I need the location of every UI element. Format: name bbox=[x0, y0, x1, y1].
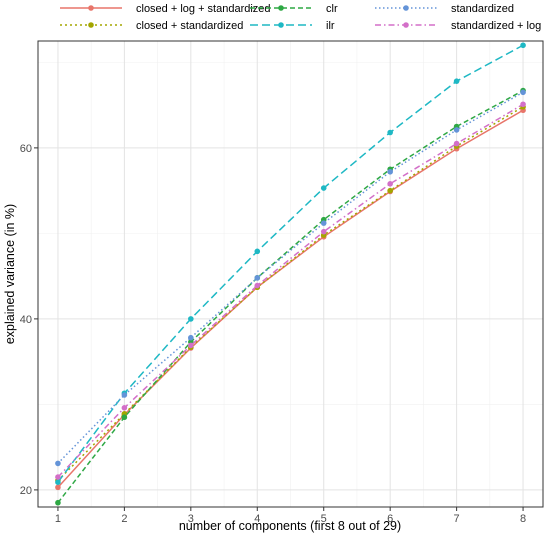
data-point bbox=[254, 282, 261, 289]
legend-label: closed + standardized bbox=[136, 20, 243, 32]
y-tick-label: 40 bbox=[20, 314, 32, 326]
data-point bbox=[387, 187, 393, 194]
legend-item: ilr bbox=[250, 20, 335, 32]
x-tick-label: 3 bbox=[188, 513, 194, 525]
series-4 bbox=[55, 89, 526, 467]
y-tick-label: 20 bbox=[20, 485, 32, 497]
data-point bbox=[387, 129, 393, 136]
data-point bbox=[453, 78, 460, 84]
legend-item: clr bbox=[250, 3, 338, 15]
plot-border bbox=[37, 40, 544, 508]
data-point bbox=[453, 140, 460, 147]
legend-label: standardized bbox=[451, 3, 514, 15]
data-point bbox=[520, 89, 526, 96]
x-tick-label: 4 bbox=[254, 513, 260, 525]
data-point bbox=[320, 228, 327, 235]
legend-key-point bbox=[403, 22, 409, 28]
data-point bbox=[55, 499, 61, 506]
data-point bbox=[520, 101, 526, 108]
data-point bbox=[254, 248, 261, 255]
x-tick-label: 6 bbox=[387, 513, 393, 525]
series-line bbox=[57, 103, 524, 478]
data-point bbox=[121, 414, 128, 421]
legend: closed + log + standardized clr standardiz… bbox=[60, 3, 541, 32]
data-point bbox=[188, 316, 194, 322]
series-line bbox=[57, 44, 524, 483]
x-axis: 1 2 3 4 5 6 7 8 bbox=[55, 507, 526, 525]
legend-label: closed + log + standardized bbox=[136, 3, 271, 15]
data-point bbox=[188, 342, 194, 349]
data-point bbox=[320, 220, 327, 226]
data-point bbox=[121, 405, 128, 411]
data-point bbox=[188, 334, 194, 341]
data-point bbox=[121, 392, 128, 398]
series-layer bbox=[55, 42, 526, 506]
x-tick-label: 8 bbox=[520, 513, 526, 525]
series-line bbox=[57, 109, 524, 488]
legend-key-point bbox=[88, 22, 94, 28]
legend-key-point bbox=[88, 5, 94, 11]
series-5 bbox=[55, 101, 526, 480]
series-line bbox=[57, 91, 524, 464]
y-tick-label: 60 bbox=[20, 143, 32, 155]
y-axis: 20 40 60 bbox=[20, 143, 38, 497]
legend-key-point bbox=[403, 5, 409, 11]
x-tick-label: 1 bbox=[55, 513, 61, 525]
data-point bbox=[387, 180, 393, 187]
series-line bbox=[57, 89, 524, 504]
data-point bbox=[254, 275, 261, 281]
legend-item: closed + standardized bbox=[60, 20, 243, 32]
x-tick-label: 5 bbox=[321, 513, 327, 525]
legend-label: standardized + log bbox=[451, 20, 541, 32]
legend-key-point bbox=[278, 5, 284, 11]
legend-key-point bbox=[278, 22, 284, 28]
legend-item: closed + log + standardized bbox=[60, 3, 271, 15]
data-point bbox=[387, 169, 393, 175]
data-point bbox=[453, 127, 460, 133]
y-axis-title: explained variance (in %) bbox=[3, 204, 17, 344]
legend-label: ilr bbox=[326, 20, 335, 32]
data-point bbox=[55, 474, 61, 480]
data-point bbox=[55, 484, 61, 491]
data-point bbox=[55, 479, 61, 486]
legend-item: standardized + log bbox=[375, 20, 541, 32]
x-tick-label: 7 bbox=[454, 513, 460, 525]
legend-label: clr bbox=[326, 3, 338, 15]
data-point bbox=[55, 460, 61, 467]
x-axis-title: number of components (first 8 out of 29) bbox=[179, 519, 401, 533]
legend-item: standardized bbox=[375, 3, 514, 15]
data-point bbox=[320, 185, 327, 191]
x-tick-label: 2 bbox=[121, 513, 127, 525]
data-point bbox=[520, 42, 526, 49]
